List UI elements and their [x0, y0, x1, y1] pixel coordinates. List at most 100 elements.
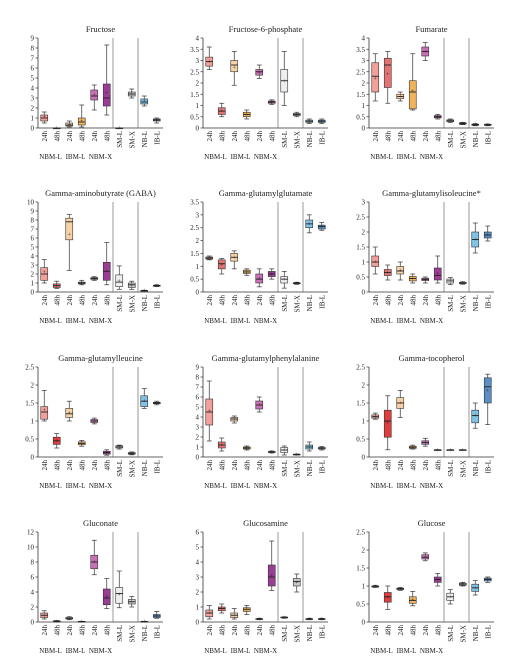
box-mean-marker: + — [130, 451, 134, 457]
chart-title: Gamma-glutamylisoleucine* — [382, 188, 481, 198]
y-tick-label: 1.5 — [356, 400, 365, 408]
box-mean-marker: + — [308, 119, 312, 125]
box-body — [90, 89, 99, 101]
box-mean-marker: + — [424, 555, 428, 561]
box-mean-marker: + — [118, 592, 122, 598]
y-tick-label: 2.5 — [356, 68, 365, 76]
x-tick-label: 24h — [422, 295, 430, 306]
y-tick-label: 5 — [196, 544, 200, 552]
box-mean-marker: + — [155, 284, 159, 290]
chart-title: Gamma-glutamylleucine — [58, 353, 143, 363]
x-tick-label: 24h — [422, 460, 430, 471]
y-tick-label: 0.5 — [190, 276, 199, 284]
box-mean-marker: + — [155, 614, 159, 620]
x-tick-label: 24h — [91, 131, 99, 142]
group-label: IBM-L — [231, 647, 251, 655]
box-mean-marker: + — [220, 607, 224, 613]
box-mean-marker: + — [320, 224, 324, 230]
x-tick-label: 48h — [243, 131, 251, 142]
x-tick-label: SM-X — [459, 295, 467, 313]
y-tick-label: 2.5 — [190, 68, 199, 76]
chart-panel: Fructose-6-phosphate 0 0.5 1 1.5 2 2.5 3 3.5 4 + + +… — [190, 24, 328, 161]
box-body — [433, 267, 442, 281]
x-tick-label: 24h — [256, 625, 264, 636]
y-tick-label: 0.5 — [356, 436, 365, 444]
box-body — [408, 80, 417, 110]
box-mean-marker: + — [283, 448, 287, 454]
box-mean-marker: + — [93, 93, 97, 99]
y-tick-label: 4 — [31, 589, 35, 597]
box-mean-marker: + — [68, 411, 72, 417]
box-mean-marker: + — [233, 255, 237, 261]
group-label: IBM-L — [397, 647, 417, 655]
y-tick-label: 1 — [196, 604, 200, 612]
y-tick-label: 5 — [31, 75, 35, 83]
x-tick-label: IB-L — [153, 625, 161, 639]
box-mean-marker: + — [308, 222, 312, 228]
box-body — [40, 406, 49, 420]
box-mean-marker: + — [220, 263, 224, 269]
box-mean-marker: + — [486, 233, 490, 239]
x-tick-label: NB-L — [306, 625, 314, 641]
box-mean-marker: + — [411, 598, 415, 604]
y-tick-label: 6 — [196, 529, 200, 537]
x-tick-label: 48h — [268, 460, 276, 471]
box-body — [383, 409, 392, 438]
x-tick-label: 48h — [384, 131, 392, 142]
x-tick-label: 48h — [268, 295, 276, 306]
y-tick-label: 5 — [196, 404, 200, 412]
box-mean-marker: + — [130, 92, 134, 98]
y-tick-label: 2 — [196, 237, 200, 245]
group-label: NBM-X — [420, 317, 443, 325]
chart-panel: Fumarate 0 0.5 1 1.5 2 2.5 3 3.5 4 + + + + + + + + + +24h 48… — [356, 24, 494, 161]
y-tick-label: 1 — [362, 583, 366, 591]
x-tick-label: 48h — [103, 131, 111, 142]
x-tick-label: 48h — [78, 625, 86, 636]
y-tick-label: 3 — [31, 95, 35, 103]
x-tick-label: NB-L — [472, 625, 480, 641]
box-mean-marker: + — [295, 113, 299, 119]
x-tick-label: 48h — [53, 131, 61, 142]
box-mean-marker: + — [55, 439, 59, 445]
y-tick-label: 1.5 — [356, 565, 365, 573]
box-body — [127, 282, 136, 288]
box-mean-marker: + — [220, 109, 224, 115]
box-mean-marker: + — [105, 451, 109, 457]
x-tick-label: 48h — [384, 295, 392, 306]
chart-panel: Glucosamine 0 1 2 3 4 5 6 + + + + + + + + + +24h 48h 24h 48h… — [196, 518, 328, 655]
box-mean-marker: + — [283, 79, 287, 85]
box-mean-marker: + — [308, 445, 312, 451]
box-mean-marker: + — [320, 617, 324, 623]
group-label: NBM-X — [420, 647, 443, 655]
box-mean-marker: + — [93, 277, 97, 283]
box-body — [217, 259, 226, 270]
x-tick-label: 48h — [409, 460, 417, 471]
x-tick-label: IB-L — [484, 131, 492, 145]
box-mean-marker: + — [245, 113, 249, 119]
x-tick-label: 24h — [66, 460, 74, 471]
x-tick-label: 24h — [372, 625, 380, 636]
box-mean-marker: + — [220, 443, 224, 449]
group-label: NBM-L — [39, 647, 62, 655]
group-label: IBM-L — [66, 317, 86, 325]
y-tick-label: 2 — [196, 434, 200, 442]
chart-panel: Gamma-tocopherol 0 0.5 1 1.5 2 2.5 + + + + + + + + + +24… — [356, 353, 494, 490]
y-tick-label: 4 — [196, 559, 200, 567]
chart-title: Gamma-glutamylphenylalanine — [212, 353, 320, 363]
box-mean-marker: + — [245, 270, 249, 276]
y-tick-label: 4 — [31, 85, 35, 93]
y-tick-label: 2.5 — [190, 224, 199, 232]
box-mean-marker: + — [143, 620, 147, 626]
y-tick-label: 0 — [196, 619, 200, 627]
x-tick-label: IB-L — [153, 295, 161, 309]
box-mean-marker: + — [93, 419, 97, 425]
chart-title: Glucosamine — [243, 518, 288, 528]
x-tick-label: SM-X — [128, 460, 136, 478]
box-mean-marker: + — [233, 613, 237, 619]
box-mean-marker: + — [295, 281, 299, 287]
group-label: NBM-X — [89, 482, 112, 490]
y-tick-label: 3 — [196, 424, 200, 432]
x-tick-label: SM-X — [128, 295, 136, 313]
box-body — [483, 377, 492, 404]
